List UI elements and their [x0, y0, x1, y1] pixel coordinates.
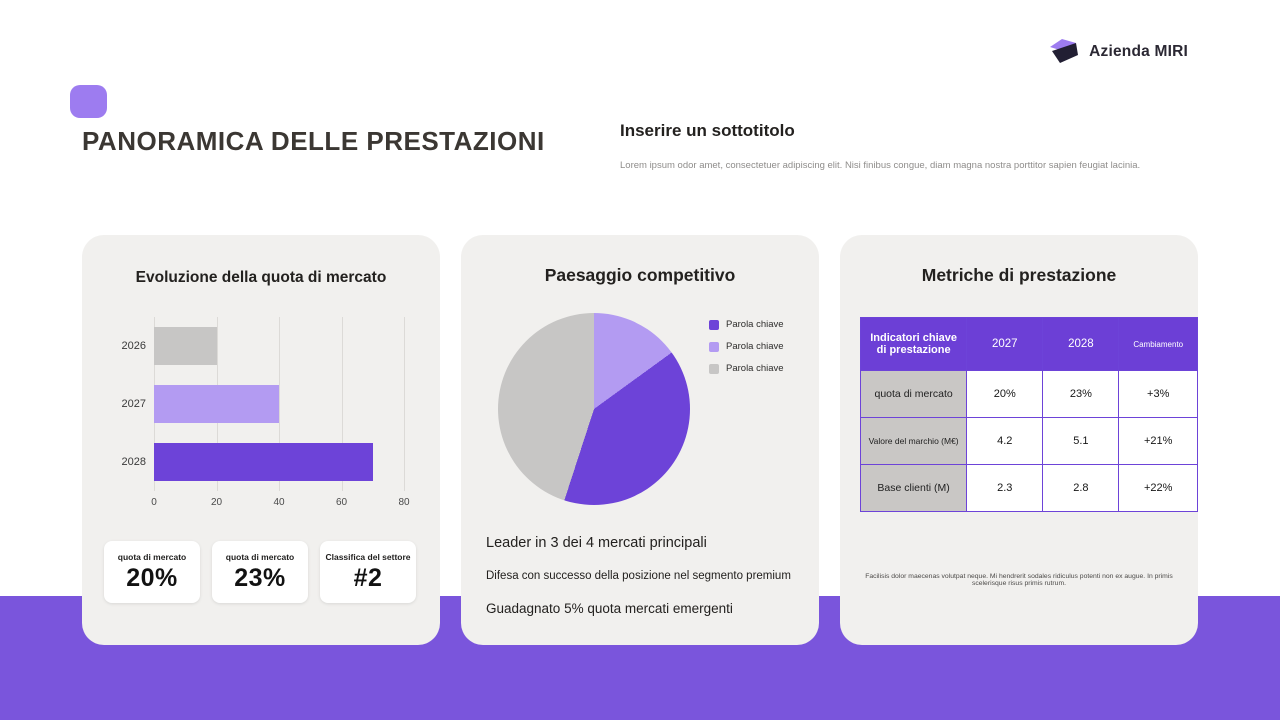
stat-chip-market-share-2028: quota di mercato 23%: [212, 541, 308, 603]
table-header-cell: 2027: [966, 317, 1044, 371]
y-axis-category-label: 2027: [121, 398, 146, 410]
x-axis-tick-label: 0: [151, 497, 157, 508]
x-axis-tick-label: 20: [210, 497, 223, 508]
legend-swatch: [709, 363, 719, 374]
gridline: [341, 317, 343, 491]
table-cell: +22%: [1118, 464, 1198, 512]
x-axis-tick-label: 80: [398, 497, 410, 508]
y-axis-category-label: 2028: [121, 456, 146, 468]
stat-value: #2: [353, 563, 383, 592]
y-axis-category-label: 2026: [121, 340, 146, 352]
stat-label: quota di mercato: [225, 551, 295, 562]
gridline: [404, 317, 405, 491]
bar-chart: 0 20 40 60 80 2026 2027 2028: [108, 317, 414, 517]
legend-label: Parola chiave: [726, 341, 784, 352]
bullet-text: Leader in 3 dei 4 mercati principali: [486, 535, 707, 551]
table-footnote: Facilisis dolor maecenas volutpat neque.…: [865, 573, 1173, 587]
stat-value: 20%: [126, 563, 178, 592]
table-row: quota di mercato 20% 23% +3%: [859, 370, 1198, 418]
table-header-cell: Cambiamento: [1118, 317, 1198, 371]
table-cell: 2.3: [966, 464, 1044, 512]
table-row: Base clienti (M) 2.3 2.8 +22%: [859, 464, 1198, 512]
card-market-share-evolution: Evoluzione della quota di mercato 0 20 40 6…: [82, 235, 440, 645]
stat-chips: quota di mercato 20% quota di mercato 23…: [104, 541, 416, 603]
legend-label: Parola chiave: [726, 319, 784, 330]
table-header-row: Indicatori chiave di prestazione 2027 2028…: [859, 317, 1198, 371]
legend-label: Parola chiave: [726, 363, 784, 374]
page-subtitle: Inserire un sottotitolo: [620, 121, 795, 140]
table-cell: 20%: [966, 370, 1044, 418]
table-cell: 23%: [1042, 370, 1120, 418]
stat-chip-market-share-2027: quota di mercato 20%: [104, 541, 200, 603]
table-cell: quota di mercato: [859, 370, 968, 418]
stat-value: 23%: [234, 563, 286, 592]
table-cell: 4.2: [966, 417, 1044, 465]
stat-label: quota di mercato: [117, 551, 187, 562]
table-cell: +21%: [1118, 417, 1198, 465]
x-axis-tick-label: 60: [335, 497, 348, 508]
table-cell: 5.1: [1042, 417, 1120, 465]
table-cell: 2.8: [1042, 464, 1120, 512]
card-title: Evoluzione della quota di mercato: [135, 269, 387, 286]
bar-2028: [154, 443, 373, 481]
chart-legend: Parola chiave Parola chiave Parola chiave: [709, 319, 784, 374]
table-cell: Valore del marchio (M€): [859, 417, 968, 465]
title-accent-square: [70, 85, 107, 118]
table-cell: +3%: [1118, 370, 1198, 418]
card-title: Paesaggio competitivo: [544, 265, 736, 285]
bar-chart-plot: 0 20 40 60 80: [151, 317, 410, 508]
stat-label: Classifica del settore: [325, 551, 411, 562]
bullet-text: Guadagnato 5% quota mercati emergenti: [486, 601, 733, 616]
table-cell: Base clienti (M): [859, 464, 968, 512]
legend-item: Parola chiave: [709, 363, 784, 374]
legend-swatch: [709, 319, 719, 330]
legend-item: Parola chiave: [709, 319, 784, 330]
pie-chart: [498, 313, 690, 505]
legend-item: Parola chiave: [709, 341, 784, 352]
metrics-table: Indicatori chiave di prestazione 2027 2028…: [859, 317, 1198, 512]
legend-swatch: [709, 341, 719, 352]
brand-name: Azienda MIRI: [1089, 42, 1188, 60]
table-header-cell: Indicatori chiave di prestazione: [859, 317, 968, 371]
card-performance-metrics: Metriche di prestazione Indicatori chiav…: [840, 235, 1198, 645]
page-title: PANORAMICA DELLE PRESTAZIONI: [82, 126, 545, 156]
bullet-text: Difesa con successo della posizione nel …: [486, 570, 791, 582]
card-competitive-landscape: Paesaggio competitivo Parola chiave Parol…: [461, 235, 819, 645]
card-title: Metriche di prestazione: [921, 265, 1117, 285]
brand-logo-icon: [1050, 39, 1079, 63]
table-row: Valore del marchio (M€) 4.2 5.1 +21%: [859, 417, 1198, 465]
stat-chip-industry-rank: Classifica del settore #2: [320, 541, 416, 603]
bar-2027: [154, 385, 279, 423]
intro-text: Lorem ipsum odor amet, consectetuer adip…: [620, 160, 1141, 171]
gridline: [279, 317, 280, 491]
brand-logo: Azienda MIRI: [1048, 38, 1188, 65]
x-axis-tick-label: 40: [273, 497, 285, 508]
bar-2026: [154, 327, 217, 365]
table-header-cell: 2028: [1042, 317, 1120, 371]
